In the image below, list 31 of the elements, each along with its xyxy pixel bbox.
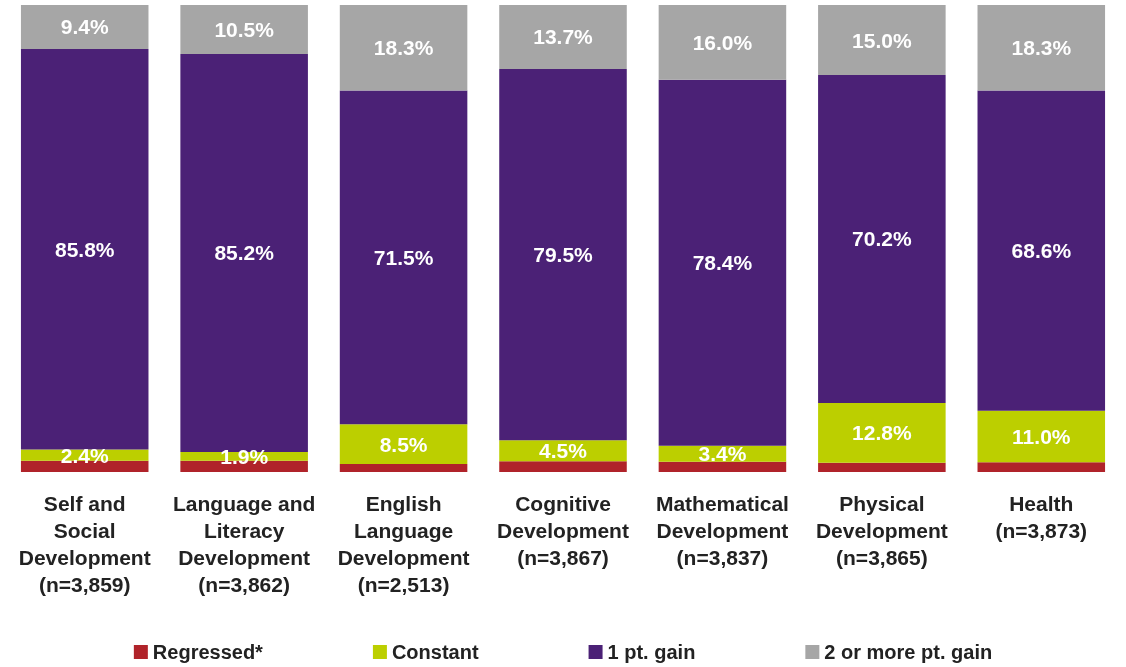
legend-label: 2 or more pt. gain <box>824 641 993 663</box>
data-label: 4.5% <box>539 439 588 463</box>
data-label: 2.4% <box>60 443 109 467</box>
data-label: 8.5% <box>379 432 428 456</box>
legend-label: Constant <box>391 641 479 663</box>
legend-label: 1 pt. gain <box>607 641 696 663</box>
legend-label: Regressed* <box>152 641 264 663</box>
x-tick-label: Self and Social Development (n=3,859) <box>18 492 151 596</box>
x-tick-label: Mathematical Development (n=3,837) <box>655 492 789 569</box>
data-label: 10.5% <box>214 18 275 42</box>
data-label: 11.0% <box>1012 425 1071 449</box>
data-label: 18.3% <box>373 36 434 60</box>
data-label: 12.8% <box>852 421 912 445</box>
data-label: 85.2% <box>214 241 275 265</box>
data-label: 78.4% <box>692 251 753 275</box>
data-label: 71.5% <box>373 245 434 269</box>
data-label: 9.4% <box>60 15 109 39</box>
x-tick-label: Physical Development (n=3,865) <box>815 492 948 569</box>
data-label: 16.0% <box>692 30 753 54</box>
data-label: 68.6% <box>1011 239 1072 263</box>
x-tick-label: Language and Literacy Development (n=3,862) <box>172 492 316 596</box>
x-tick-label: Health (n=3,873) <box>995 492 1088 542</box>
data-label: 13.7% <box>533 25 594 49</box>
data-label: 79.5% <box>533 243 594 267</box>
data-label: 18.3% <box>1011 36 1072 60</box>
data-label: 70.2% <box>852 227 912 251</box>
data-label: 85.8% <box>54 237 115 261</box>
data-label: 3.4% <box>698 442 747 466</box>
data-label: 15.0% <box>852 28 912 52</box>
x-tick-label: Cognitive Development (n=3,867) <box>497 492 629 569</box>
x-tick-label: English Language Development (n=2,513) <box>337 492 470 596</box>
